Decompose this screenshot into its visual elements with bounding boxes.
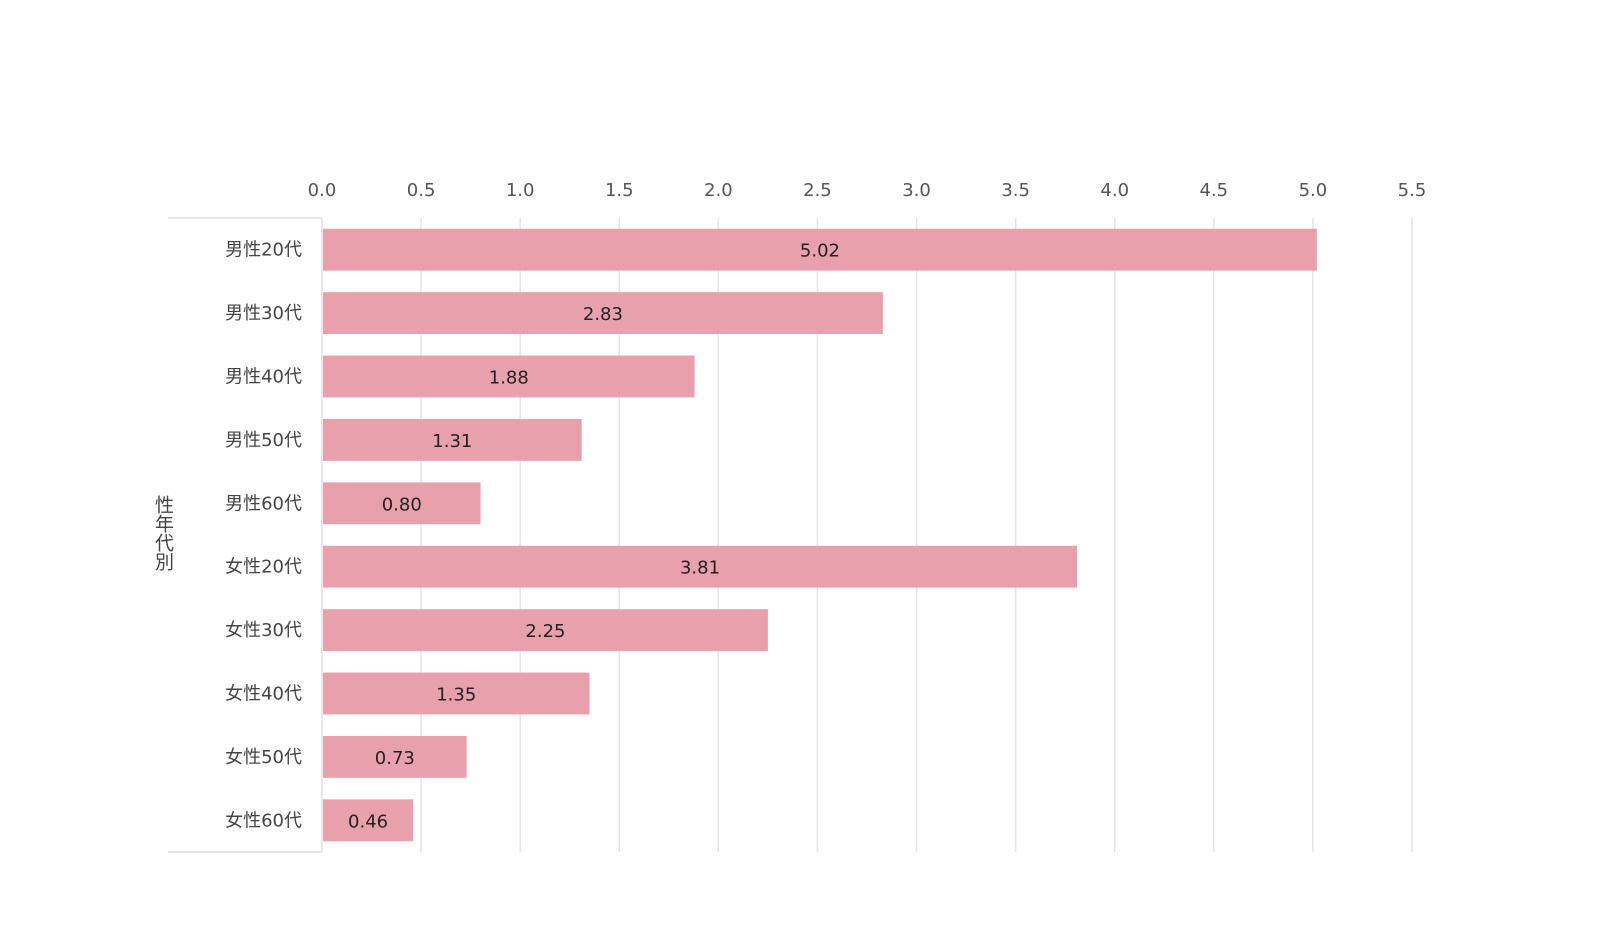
bar [323,735,467,778]
bar-value-label: 2.25 [525,621,565,642]
bar [323,545,1078,588]
category-label: 男性50代 [225,430,302,451]
category-label: 男性40代 [225,367,302,388]
category-label: 男性60代 [225,493,302,514]
bar [323,799,414,842]
bar [323,355,695,398]
bar-value-label: 0.80 [382,494,422,515]
bar-value-label: 1.88 [489,368,529,389]
bar-value-label: 5.02 [800,241,840,262]
category-label: 男性20代 [225,240,302,261]
x-tick-label: 5.0 [1299,180,1328,201]
bar [323,672,590,715]
axis-layer: 0.0 0.5 1.0 1.5 2.0 2.5 3.0 3.5 4.0 4.5 5.0 5.5 [168,180,1427,853]
x-tick-label: 1.5 [605,180,634,201]
category-label: 女性20代 [225,557,302,578]
bar [323,228,1317,271]
category-label: 女性60代 [225,810,302,831]
x-tick-label: 3.0 [902,180,931,201]
x-tick-label: 4.0 [1100,180,1129,201]
bar [323,482,481,525]
category-label: 女性40代 [225,684,302,705]
bar [323,609,768,652]
y-axis-title: 性年代別 [152,495,174,571]
x-tick-label: 1.0 [506,180,535,201]
bar-value-label: 0.73 [375,748,415,769]
bar-value-label: 0.46 [348,811,388,832]
x-tick-label: 0.5 [407,180,436,201]
category-label: 女性50代 [225,747,302,768]
bar [323,292,883,335]
bar-value-label: 2.83 [583,304,623,325]
bar [323,418,582,461]
bar-value-label: 1.31 [432,431,472,452]
category-label: 男性30代 [225,303,302,324]
label-layer: 5.02 男性20代 2.83 男性30代 1.88 男性40代 1.31 男性50代 0.80… [225,240,840,833]
x-tick-label: 5.5 [1398,180,1427,201]
x-tick-label: 0.0 [308,180,337,201]
bar-value-label: 3.81 [680,558,720,579]
x-tick-label: 3.5 [1001,180,1030,201]
category-label: 女性30代 [225,620,302,641]
bar-value-label: 1.35 [436,685,476,706]
bar-layer [323,228,1317,842]
x-tick-label: 4.5 [1199,180,1228,201]
x-tick-label: 2.5 [803,180,832,201]
x-tick-label: 2.0 [704,180,733,201]
